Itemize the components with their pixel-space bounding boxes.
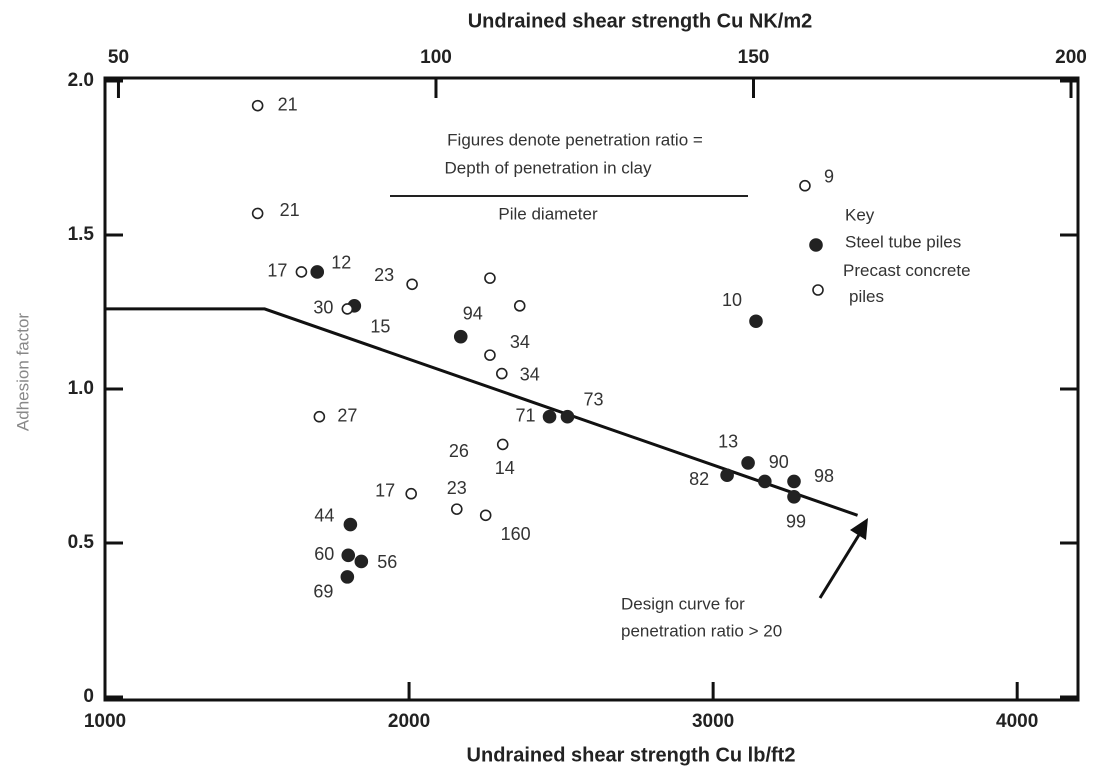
point-label: 90 xyxy=(769,452,789,472)
point xyxy=(479,509,492,522)
point xyxy=(741,456,755,470)
point-label: 73 xyxy=(583,389,603,409)
arrow xyxy=(818,529,864,599)
point xyxy=(799,179,811,192)
x-tick-label: 1000 xyxy=(84,711,126,732)
point-label: 98 xyxy=(814,466,834,486)
point xyxy=(340,570,355,584)
point xyxy=(343,517,358,532)
point xyxy=(513,300,526,312)
point-label: 82 xyxy=(689,469,709,489)
point xyxy=(496,438,509,451)
point-label: 12 xyxy=(331,253,351,273)
point-label: 17 xyxy=(267,261,287,281)
point-label: 9 xyxy=(824,166,834,186)
curve-label: Design curve for xyxy=(621,594,745,613)
y-tick-label: 2.0 xyxy=(68,70,94,91)
point-label: 14 xyxy=(495,458,515,478)
x2-tick-label: 200 xyxy=(1055,47,1087,68)
legend-label: Steel tube piles xyxy=(845,232,961,251)
y-axis-title: Adhesion factor xyxy=(13,313,32,431)
curve-label: penetration ratio > 20 xyxy=(621,621,782,640)
point xyxy=(341,548,356,563)
point xyxy=(405,487,417,500)
point-label: 21 xyxy=(280,200,300,220)
point xyxy=(251,99,264,112)
point-label: 23 xyxy=(447,478,467,498)
y-tick-label: 1.5 xyxy=(68,224,95,245)
point xyxy=(354,554,369,569)
point-label: 21 xyxy=(278,94,298,114)
arrow-head xyxy=(850,518,868,540)
x2-tick-label: 150 xyxy=(738,47,770,68)
note: Pile diameter xyxy=(498,204,598,223)
y-tick-label: 0 xyxy=(83,686,94,707)
point xyxy=(406,278,418,291)
point xyxy=(542,409,557,424)
point-label: 15 xyxy=(370,317,390,337)
point-label: 34 xyxy=(520,364,540,384)
point-label: 34 xyxy=(510,332,530,352)
point-label: 44 xyxy=(314,505,334,525)
y-tick-label: 1.0 xyxy=(68,378,94,399)
x2-tick-label: 100 xyxy=(420,47,452,68)
x2-tick-label: 50 xyxy=(108,47,129,68)
point-label: 69 xyxy=(313,582,333,602)
x-axis-title: Undrained shear strength Cu lb/ft2 xyxy=(467,744,796,766)
note: Figures denote penetration ratio = xyxy=(447,130,703,149)
point xyxy=(720,468,734,483)
point-label: 13 xyxy=(718,432,738,452)
point xyxy=(787,474,801,489)
point-label: 27 xyxy=(337,405,357,425)
legend-label: Precast concrete piles xyxy=(843,261,971,306)
point xyxy=(758,474,772,489)
point xyxy=(251,207,264,220)
point-label: 94 xyxy=(463,303,483,323)
legend-label: Precast concrete xyxy=(843,261,971,280)
point xyxy=(313,410,326,423)
point-label: 99 xyxy=(786,512,806,532)
point-label: 10 xyxy=(722,290,742,310)
top-axis-title: Undrained shear strength Cu NK/m2 xyxy=(468,10,813,32)
point xyxy=(484,349,496,361)
legend-marker xyxy=(809,238,823,252)
point-label: 56 xyxy=(377,552,397,572)
x-tick-label: 3000 xyxy=(692,711,734,732)
point xyxy=(453,329,468,344)
point xyxy=(496,367,508,380)
point-label: 60 xyxy=(314,544,334,564)
point-label: 160 xyxy=(501,524,531,544)
legend-marker xyxy=(812,284,824,296)
point-label: 30 xyxy=(313,298,333,318)
point-label: 17 xyxy=(375,480,395,500)
point xyxy=(560,409,575,424)
point xyxy=(484,272,496,284)
point-label: 23 xyxy=(374,265,394,285)
design-curve xyxy=(105,307,859,517)
point xyxy=(451,503,463,515)
y-tick-label: 0.5 xyxy=(68,532,95,553)
note: Depth of penetration in clay xyxy=(445,158,652,177)
point xyxy=(787,489,801,504)
point xyxy=(295,266,308,278)
point xyxy=(749,314,763,329)
x-tick-label: 2000 xyxy=(388,711,430,732)
point xyxy=(310,265,325,279)
legend-title: Key xyxy=(845,205,875,224)
x-tick-label: 4000 xyxy=(996,711,1038,732)
point xyxy=(341,303,354,315)
point-label: 71 xyxy=(516,405,536,425)
annotation: 26 xyxy=(449,441,469,461)
